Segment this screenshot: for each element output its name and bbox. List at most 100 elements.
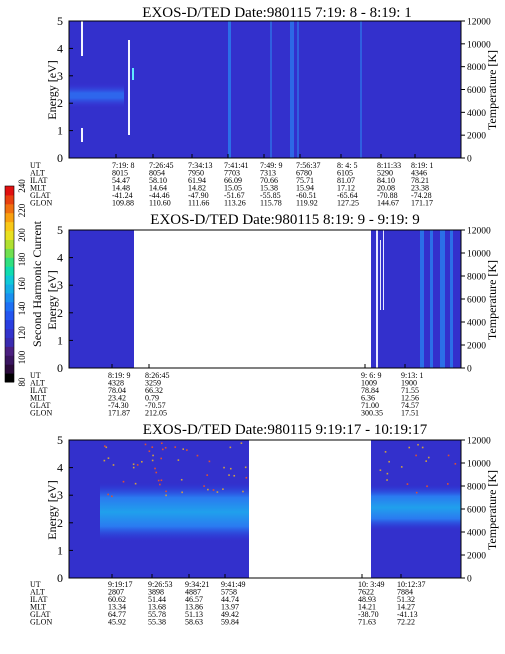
colorbar-tick-label: 80 [17,377,27,387]
panel-3-band [371,485,461,530]
ephemeris-value: 3898 [148,588,164,597]
ephemeris-row-label: UT [30,161,41,170]
ephemeris-value: -47.90 [188,191,209,200]
panel-3-ylabel: Energy [eV] [45,480,59,539]
ephemeris-value: 9:34:21 [185,580,209,589]
dot [421,446,424,449]
ephemeris-value: 8:19: 9 [108,371,130,380]
left-tick-label: 3 [57,488,63,502]
dot [122,480,125,483]
dot [245,476,248,479]
left-tick-label: 1 [57,543,63,557]
right-tick-label: 4000 [467,109,486,119]
ephemeris-value: 9:19:17 [108,580,132,589]
dot [427,456,430,459]
ephemeris-value: 4328 [108,379,124,388]
ephemeris-value: 70.66 [260,176,278,185]
dot [112,464,115,466]
ephemeris-value: 7:49: 9 [260,161,282,170]
panel-1-stripe [270,21,272,158]
ephemeris-value: 58.10 [149,176,167,185]
left-tick-label: 5 [57,433,63,447]
right-tick-label: 0 [467,575,472,585]
dot [447,454,450,457]
dot [206,474,209,476]
ephemeris-value: 300.35 [361,409,383,418]
ephemeris-value: 144.67 [377,199,399,208]
panel-2-stripe [440,230,445,368]
ephemeris-value: 171.17 [411,199,433,208]
dot [229,446,232,449]
right-tick-label: 4000 [467,319,486,329]
ephemeris-value: 9:26:53 [148,580,172,589]
colorbar-swatch [5,221,14,232]
panel-2-title: EXOS-D/TED Date:980115 8:19: 9 - 9:19: 9 [150,212,419,228]
ephemeris-value: -70.57 [145,401,166,410]
dot [177,459,180,461]
ephemeris-value: 113.26 [224,199,246,208]
ephemeris-row-label: MLT [30,184,46,193]
colorbar-swatch [5,373,14,383]
colorbar-swatch [5,337,14,347]
panel-1-stripe [360,21,362,158]
colorbar-tick-label: 100 [17,350,27,364]
colorbar-swatch [5,194,14,205]
ephemeris-value: 7:34:13 [188,161,212,170]
dot [240,442,243,444]
dot [160,479,163,482]
panel-3-title: EXOS-D/TED Date:980115 9:19:17 - 10:19:1… [143,422,428,438]
ephemeris-value: 71.55 [401,386,419,395]
panel-2-gap [383,230,384,310]
ephemeris-value: 127.25 [337,199,359,208]
dot [174,446,177,448]
ephemeris-value: 8:11:33 [377,161,401,170]
dot [454,463,457,465]
ephemeris-row-label: GLAT [30,401,51,410]
ephemeris-value: 14.27 [397,603,415,612]
dot [152,454,154,457]
colorbar-swatch [5,266,14,276]
panel-1-title: EXOS-D/TED Date:980115 7:19: 8 - 8:19: 1 [142,5,411,21]
dot [386,479,388,481]
ephemeris-value: 44.74 [221,595,239,604]
right-tick-label: 2000 [467,342,486,352]
dot [134,482,137,485]
ephemeris-value: 7:56:37 [296,161,320,170]
panel-3-ylabel-right: Temperature [K] [485,470,499,550]
panel-1-stripe [290,21,294,158]
ephemeris-value: 45.92 [108,618,126,627]
colorbar-swatch [5,292,14,303]
right-tick-label: 8000 [467,63,486,73]
ephemeris-value: 8:26:45 [145,371,169,380]
dot [417,443,419,446]
ephemeris-value: 8015 [112,169,128,178]
ephemeris-row-label: ILAT [30,386,47,395]
colorbar-tick-label: 120 [17,326,27,340]
ephemeris-value: 110.60 [149,199,171,208]
dot [426,485,428,488]
right-tick-label: 12000 [467,18,491,28]
ephemeris-value: 7:26:45 [149,161,173,170]
left-tick-label: 2 [57,516,63,530]
panel-2-stripe [430,230,433,368]
dot [107,457,110,459]
left-tick-label: 2 [57,96,63,110]
ephemeris-row-label: GLAT [30,610,51,619]
dot [160,442,163,445]
colorbar-swatch [5,328,14,338]
dot [244,466,247,469]
ephemeris-value: -51.67 [224,191,245,200]
ephemeris-value: 60.62 [108,595,126,604]
panel-2-gap [380,240,381,310]
ephemeris-value: -41.13 [397,610,418,619]
dot [212,489,215,491]
dot [104,445,106,447]
dot [103,459,106,462]
ephemeris-value: 7:19: 8 [112,161,134,170]
ephemeris-value: 15.94 [296,184,314,193]
ephemeris-value: 6105 [337,169,353,178]
left-tick-label: 0 [57,361,63,375]
dot [388,460,390,463]
dot [107,493,109,496]
right-tick-label: 10000 [467,40,491,50]
